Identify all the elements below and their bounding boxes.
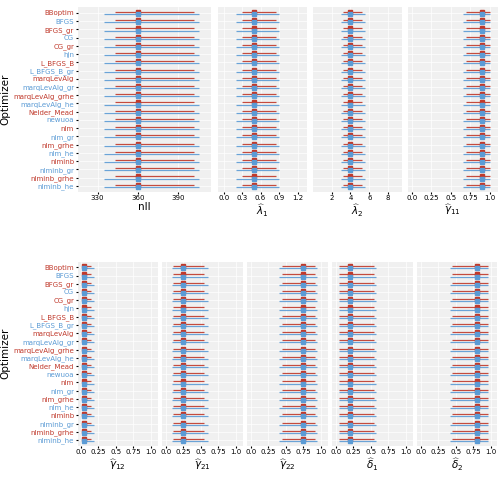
X-axis label: $\widehat{\gamma}_{11}$: $\widehat{\gamma}_{11}$ [444,202,462,217]
X-axis label: $\widehat{\delta}_2$: $\widehat{\delta}_2$ [452,457,464,473]
X-axis label: $\widehat{\delta}_1$: $\widehat{\delta}_1$ [366,457,378,473]
X-axis label: $\widehat{\gamma}_{22}$: $\widehat{\gamma}_{22}$ [279,457,296,471]
Y-axis label: Optimizer: Optimizer [0,328,10,379]
X-axis label: nll: nll [138,202,151,213]
X-axis label: $\widehat{\gamma}_{21}$: $\widehat{\gamma}_{21}$ [194,457,211,471]
Y-axis label: Optimizer: Optimizer [0,74,10,125]
X-axis label: $\widehat{\gamma}_{12}$: $\widehat{\gamma}_{12}$ [109,457,126,471]
X-axis label: $\widehat{\lambda}_1$: $\widehat{\lambda}_1$ [256,202,268,219]
X-axis label: $\widehat{\lambda}_2$: $\widehat{\lambda}_2$ [351,202,364,219]
